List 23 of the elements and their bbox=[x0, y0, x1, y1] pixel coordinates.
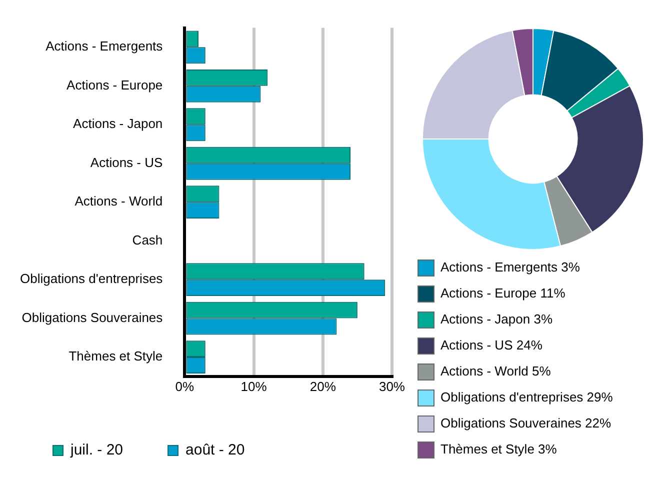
x-tick-label: 10% bbox=[240, 378, 268, 394]
legend-label: Obligations d'entreprises 29% bbox=[440, 390, 614, 405]
legend-label: Actions - Japon 3% bbox=[440, 312, 553, 327]
legend-label: Actions - Emergents 3% bbox=[440, 260, 580, 275]
legend-label: Actions - US 24% bbox=[440, 338, 543, 353]
legend-label: Actions - Europe 11% bbox=[440, 286, 566, 301]
y-tick-label: Cash bbox=[132, 232, 163, 248]
y-tick-label: Obligations d'entreprises bbox=[20, 271, 164, 286]
y-tick-label: Obligations Souveraines bbox=[22, 310, 164, 325]
x-tick-label: 20% bbox=[310, 378, 336, 394]
y-tick-label: Thèmes et Style bbox=[68, 348, 163, 364]
y-tick-label: Actions - World bbox=[74, 194, 163, 209]
x-tick-label: 0% bbox=[175, 378, 194, 394]
y-tick-label: Actions - Europe bbox=[66, 77, 163, 92]
legend-label: août - 20 bbox=[186, 442, 245, 459]
x-tick-label: 30% bbox=[378, 378, 406, 394]
y-tick-label: Actions - Emergents bbox=[46, 38, 164, 54]
y-tick-label: Actions - US bbox=[90, 154, 163, 170]
legend-label: Actions - World 5% bbox=[440, 364, 552, 379]
legend-label: juil. - 20 bbox=[70, 442, 124, 459]
legend-label: Thèmes et Style 3% bbox=[440, 442, 558, 457]
legend-label: Obligations Souveraines 22% bbox=[440, 416, 612, 431]
y-tick-label: Actions - Japon bbox=[73, 116, 163, 132]
